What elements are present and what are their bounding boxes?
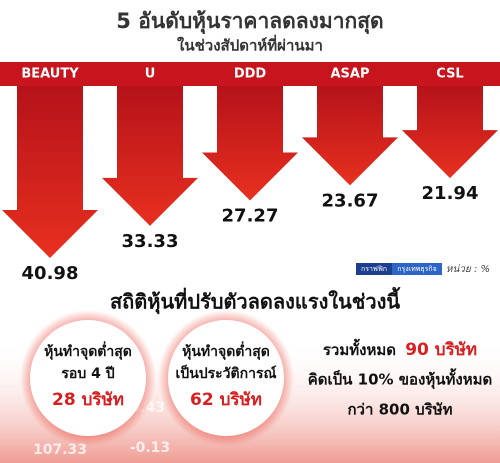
stat-label: หุ้นทำจุดต่ำสุด: [44, 341, 132, 360]
value-label: 27.27: [222, 205, 279, 226]
ticker-number: 107.33: [33, 442, 87, 458]
stat-circle: [30, 320, 146, 436]
stat-label: เป็นประวัติการณ์: [176, 364, 277, 382]
arrow: [302, 86, 398, 186]
summary-total-value: 90 บริษัท: [405, 340, 477, 360]
arrows: BEAUTY 40.98 U 33.33 DDD 27.27 ASAP 23.67 CSL 21.…: [2, 67, 498, 284]
value-label: 33.33: [122, 231, 179, 252]
stat-circle: [168, 320, 284, 436]
category-band: [0, 62, 500, 86]
category-label: CSL: [436, 67, 463, 82]
category-label: ASAP: [330, 67, 369, 82]
summary-base: กว่า 800 บริษัท: [347, 401, 452, 419]
arrow: [102, 86, 198, 226]
value-label: 21.94: [422, 183, 479, 204]
stat-label: รอบ 4 ปี: [61, 366, 114, 382]
summary: รวมทั้งหมด 90 บริษัท คิดเป็น 10% ของหุ้น…: [308, 338, 492, 419]
arrow: [2, 86, 98, 258]
category-label: U: [145, 67, 156, 82]
summary-total: รวมทั้งหมด 90 บริษัท: [323, 338, 477, 361]
source-badge: [392, 263, 442, 275]
value-label: 23.67: [322, 190, 379, 211]
value-label: 40.98: [22, 263, 79, 284]
source-name: กรุงเทพธุรกิจ: [397, 265, 436, 273]
stat-label: หุ้นทำจุดต่ำสุด: [182, 341, 270, 360]
arrow: [402, 86, 498, 179]
summary-share: คิดเป็น 10% ของหุ้นทั้งหมด: [308, 368, 492, 390]
category-label: DDD: [234, 67, 267, 82]
source-badge: [356, 263, 392, 275]
arrow: [202, 86, 298, 201]
stat-count: 28 บริษัท: [52, 390, 124, 410]
source: กราฟฟิก กรุงเทพธุรกิจ: [356, 263, 442, 275]
stats-heading: สถิติหุ้นที่ปรับตัวลดลงแรงในช่วงนี้: [110, 287, 401, 315]
chart-title: 5 อันดับหุ้นราคาลดลงมากสุด: [116, 9, 383, 35]
chart-subtitle: ในช่วงสัปดาห์ที่ผ่านมา: [177, 35, 323, 55]
source-label: กราฟฟิก: [361, 265, 387, 273]
category-label: BEAUTY: [21, 67, 79, 82]
summary-total-label: รวมทั้งหมด: [323, 338, 396, 359]
ticker-number: -0.13: [130, 440, 170, 456]
stat-count: 62 บริษัท: [190, 390, 262, 410]
unit-label: หน่วย : %: [446, 264, 490, 275]
